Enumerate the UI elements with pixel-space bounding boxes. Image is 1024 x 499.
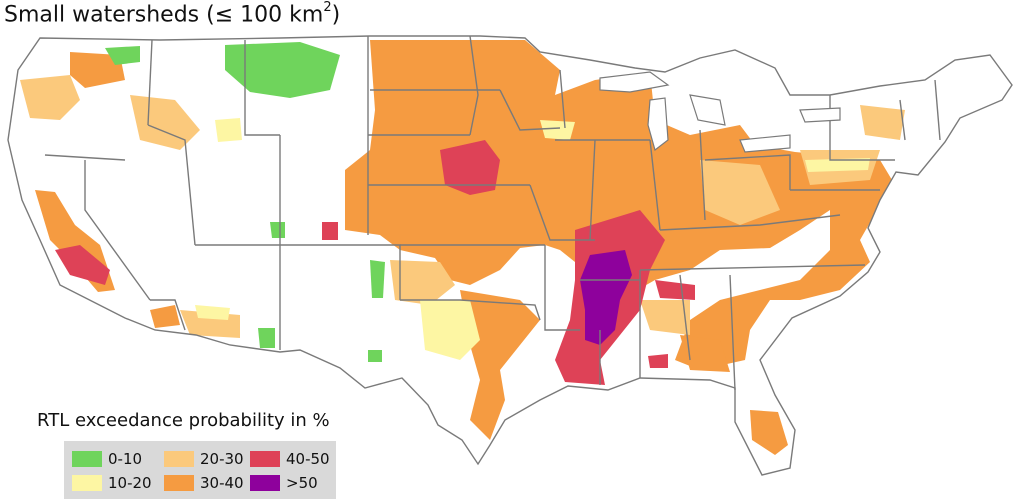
region-30-40 — [35, 40, 892, 455]
legend: 0-10 10-20 20-30 30-40 40-50 >50 — [64, 441, 336, 499]
great-lakes — [599, 71, 841, 153]
region-20-30 — [20, 75, 905, 338]
probability-regions — [20, 40, 905, 455]
legend-label: >50 — [286, 474, 318, 492]
legend-label: 10-20 — [108, 474, 152, 492]
region-10-20 — [195, 118, 870, 360]
title-superscript: 2 — [323, 0, 332, 15]
title-prefix: Small watersheds (≤ 100 km — [4, 2, 324, 28]
region-above-50 — [580, 250, 632, 345]
region-0-10 — [105, 42, 385, 362]
legend-label: 40-50 — [286, 450, 330, 468]
legend-swatch — [72, 451, 102, 467]
legend-label: 0-10 — [108, 450, 143, 468]
legend-swatch — [250, 475, 280, 491]
legend-swatch — [250, 451, 280, 467]
legend-label: 30-40 — [200, 474, 244, 492]
legend-label: 20-30 — [200, 450, 244, 468]
legend-swatch — [164, 451, 194, 467]
legend-title: RTL exceedance probability in % — [37, 410, 330, 431]
legend-swatch — [72, 475, 102, 491]
title-suffix: ) — [331, 2, 341, 28]
legend-swatch — [164, 475, 194, 491]
map-title: Small watersheds (≤ 100 km2) — [4, 0, 341, 28]
state-borders — [7, 35, 1013, 476]
